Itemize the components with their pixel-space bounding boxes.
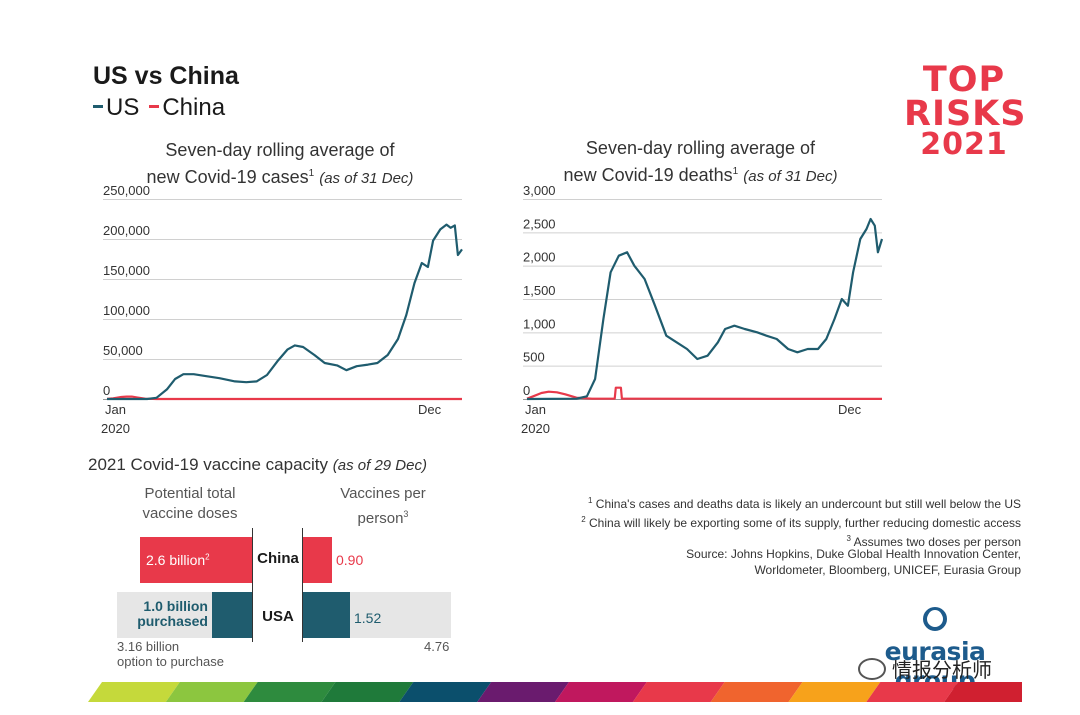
china-doses-bar (140, 537, 252, 583)
footnotes: 1 China's cases and deaths data is likel… (581, 493, 1021, 550)
deaths-x-tick-dec: Dec (838, 402, 862, 417)
eurasia-globe-icon (923, 607, 947, 631)
cases-series-china (106, 395, 462, 401)
source-line1: Source: Johns Hopkins, Duke Global Healt… (686, 547, 1021, 561)
cases-title-line2: new Covid-19 cases (146, 167, 309, 187)
cases-y-tick-label: 100,000 (103, 303, 150, 318)
deaths-title-sup: 1 (732, 166, 739, 177)
deaths-y-tick-label: 0 (523, 383, 530, 398)
logo-line-3: 2021 (920, 127, 1008, 162)
deaths-y-tick-label: 3,000 (523, 183, 556, 198)
cases-y-tick-label: 0 (103, 383, 110, 398)
deaths-x-tick-jan: Jan 2020 (521, 402, 550, 436)
legend-item-us: US (93, 94, 139, 122)
usa-potential-label: 4.76 (424, 639, 450, 654)
watermark: 情报分析师 (858, 654, 992, 683)
deaths-y-tick-label: 1,000 (523, 316, 556, 331)
legend-swatch-us (93, 105, 103, 108)
cases-x-tick-jan: Jan 2020 (101, 402, 130, 436)
cases-chart-title: Seven-day rolling average of new Covid-1… (130, 139, 430, 190)
china-per-person-bar (303, 537, 332, 583)
usa-purchased-bar (212, 592, 252, 638)
per-person-axis-line (302, 528, 303, 642)
cases-y-tick-label: 200,000 (103, 223, 150, 238)
strip-segment (710, 682, 803, 702)
logo-line-2: RISKS (904, 94, 1027, 134)
usa-per-person-label: 1.52 (354, 610, 382, 626)
cases-title-sup: 1 (308, 168, 315, 179)
country-label-usa: USA (262, 608, 294, 625)
deaths-title-line2: new Covid-19 deaths (563, 165, 733, 185)
wechat-icon (858, 657, 886, 680)
deaths-series-us (526, 217, 884, 401)
usa-per-person-bar (303, 592, 350, 638)
legend-label-china: China (162, 94, 226, 121)
doses-axis-line (252, 528, 253, 642)
legend-label-us: US (106, 94, 140, 121)
strip-segment (555, 682, 647, 702)
vaccine-title-sub: (as of 29 Dec) (332, 457, 427, 474)
strip-segment (88, 682, 180, 702)
cases-x-tick-dec: Dec (418, 402, 442, 417)
strip-segment (632, 682, 725, 702)
china-per-person-label: 0.90 (336, 552, 364, 568)
usa-purchased-label: 1.0 billion purchased (137, 598, 208, 629)
country-label-china: China (257, 550, 299, 567)
deaths-y-tick-label: 1,500 (523, 283, 556, 298)
top-risks-logo: TOP RISKS 2021 (904, 60, 1027, 162)
strip-segment (477, 682, 569, 702)
per-person-column-header: Vaccines per person3 (318, 484, 448, 529)
legend-swatch-china (149, 105, 160, 108)
watermark-text: 情报分析师 (892, 660, 992, 682)
deaths-title-sub: (as of 31 Dec) (743, 168, 838, 185)
doses-header-line2: vaccine doses (142, 505, 238, 522)
strip-segment (399, 682, 492, 702)
page-title: US vs China (93, 62, 239, 90)
legend-item-china: China (149, 94, 225, 122)
deaths-chart-title: Seven-day rolling average of new Covid-1… (548, 137, 853, 188)
per-person-header-sup: 3 (403, 509, 409, 519)
deaths-y-tick-label: 500 (523, 350, 545, 365)
cases-y-tick-label: 250,000 (103, 183, 150, 198)
deaths-y-tick-label: 2,000 (523, 250, 556, 265)
footnote-1: 1 China's cases and deaths data is likel… (588, 496, 1021, 511)
strip-segment (788, 682, 881, 702)
china-doses-label: 2.6 billion2 (146, 552, 210, 568)
strip-segment (866, 682, 959, 702)
cases-y-tick-label: 150,000 (103, 263, 150, 278)
strip-segment (165, 682, 258, 702)
per-person-header-line2: person (357, 510, 404, 527)
cases-title-line1: Seven-day rolling average of (165, 140, 395, 160)
vaccine-section-title: 2021 Covid-19 vaccine capacity (as of 29… (88, 455, 427, 475)
logo-line-1: TOP (922, 60, 1006, 100)
cases-title-sub: (as of 31 Dec) (319, 170, 414, 187)
source-note: Source: Johns Hopkins, Duke Global Healt… (686, 546, 1021, 578)
source-line2: Worldometer, Bloomberg, UNICEF, Eurasia … (754, 563, 1021, 577)
footnote-2: 2 China will likely be exporting some of… (581, 515, 1021, 530)
doses-header-line1: Potential total (144, 485, 236, 502)
deaths-y-tick-label: 2,500 (523, 216, 556, 231)
cases-y-tick-label: 50,000 (103, 343, 143, 358)
strip-segment (944, 682, 1022, 702)
vaccine-title-text: 2021 Covid-19 vaccine capacity (88, 455, 329, 474)
color-strip (88, 682, 1022, 702)
doses-column-header: Potential total vaccine doses (120, 484, 260, 524)
strip-segment (321, 682, 414, 702)
cases-series-us (107, 223, 463, 401)
per-person-header-line1: Vaccines per (340, 485, 426, 502)
usa-total-label: 3.16 billion option to purchase (117, 639, 224, 669)
deaths-title-line1: Seven-day rolling average of (585, 138, 816, 158)
strip-segment (243, 682, 336, 702)
legend: US China (93, 94, 225, 122)
footnote-3: 3 Assumes two doses per person (846, 534, 1021, 549)
